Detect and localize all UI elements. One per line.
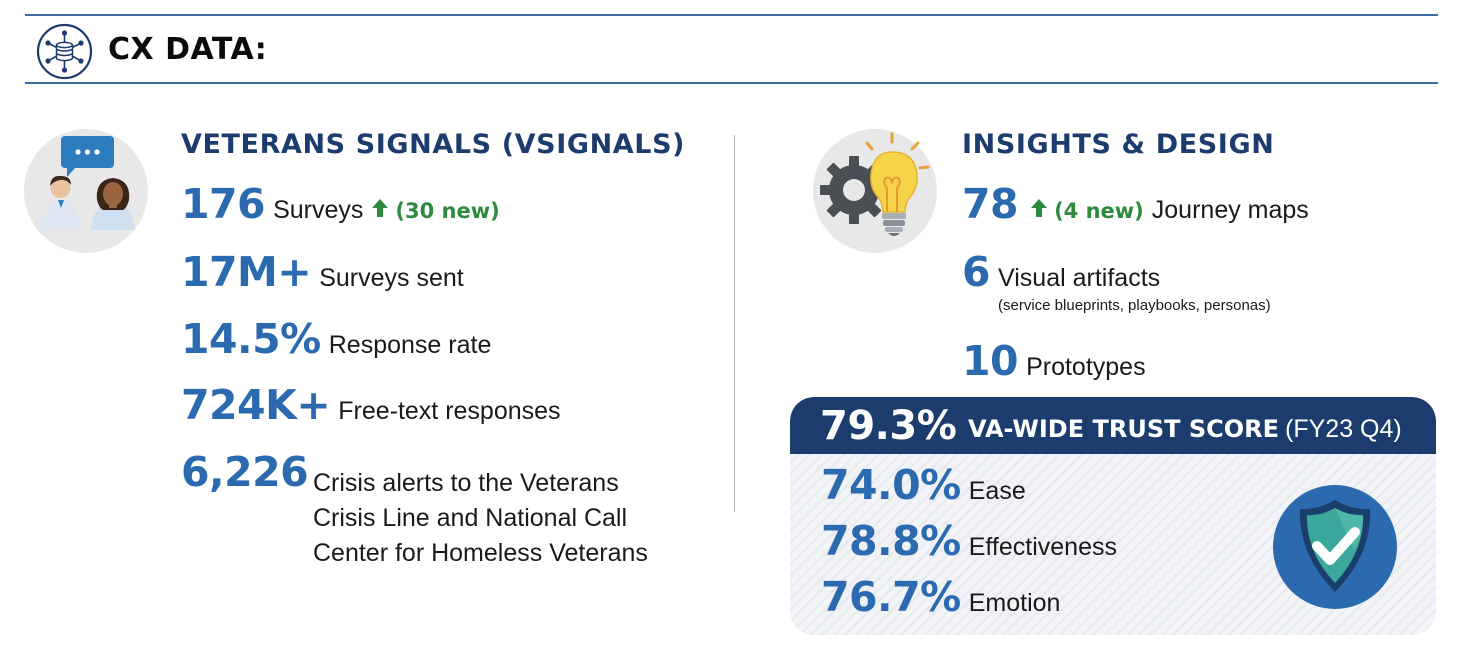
arrow-up-icon	[372, 199, 389, 217]
shield-check-icon	[1272, 484, 1398, 610]
stat-label: Journey maps	[1151, 196, 1309, 224]
header-rule-bottom	[25, 82, 1438, 84]
stat-number: 6,226	[181, 448, 309, 496]
metric-label: Effectiveness	[968, 533, 1117, 561]
stat-number: 14.5%	[181, 315, 321, 363]
stat-surveys-sent: 17M+ Surveys sent	[181, 248, 464, 296]
people-chat-icon	[23, 128, 149, 254]
stat-number: 6	[962, 248, 991, 296]
stat-label: Surveys	[273, 196, 364, 224]
metric-label: Emotion	[968, 589, 1061, 617]
stat-label: Free-text responses	[338, 397, 561, 425]
stat-change: (4 new)	[1054, 199, 1144, 223]
metric-value: 78.8%	[821, 517, 961, 565]
stat-crisis-alerts: 6,226	[181, 448, 309, 496]
trust-score-value: 79.3%	[820, 403, 957, 449]
stat-label: Surveys sent	[319, 264, 464, 292]
stat-label: Visual artifacts	[998, 264, 1161, 292]
trust-score-period: (FY23 Q4)	[1285, 415, 1402, 443]
stat-number: 724K+	[181, 381, 331, 429]
metric-ease: 74.0% Ease	[821, 461, 1026, 509]
stat-journey-maps: 78 (4 new) Journey maps	[962, 180, 1309, 228]
stat-label: Response rate	[328, 331, 492, 359]
metric-effectiveness: 78.8% Effectiveness	[821, 517, 1117, 565]
arrow-up-icon	[1031, 199, 1048, 217]
database-network-icon	[36, 23, 93, 80]
trust-score-title: VA-WIDE TRUST SCORE	[968, 415, 1280, 443]
description-line: Crisis alerts to the Veterans	[313, 469, 619, 497]
metric-value: 74.0%	[821, 461, 961, 509]
trust-score-header: 79.3% VA-WIDE TRUST SCORE (FY23 Q4)	[790, 397, 1436, 454]
gear-lightbulb-icon	[812, 128, 938, 254]
crisis-alerts-description: Crisis alerts to the Veterans Crisis Lin…	[313, 466, 648, 571]
stat-number: 17M+	[181, 248, 312, 296]
stat-number: 176	[181, 180, 266, 228]
stat-visual-artifacts: 6 Visual artifacts	[962, 248, 1160, 296]
column-divider	[734, 135, 735, 512]
metric-label: Ease	[968, 477, 1026, 505]
stat-number: 10	[962, 337, 1019, 385]
trust-score-card: 79.3% VA-WIDE TRUST SCORE (FY23 Q4) 74.0%…	[790, 397, 1436, 635]
stat-surveys: 176 Surveys (30 new)	[181, 180, 500, 228]
header-rule-top	[25, 14, 1438, 16]
stat-prototypes: 10 Prototypes	[962, 337, 1146, 385]
stat-change: (30 new)	[395, 199, 500, 223]
metric-value: 76.7%	[821, 573, 961, 621]
visual-artifacts-note: (service blueprints, playbooks, personas…	[998, 297, 1271, 314]
description-line: Center for Homeless Veterans	[313, 539, 648, 567]
stat-label: Prototypes	[1026, 353, 1146, 381]
stat-free-text: 724K+ Free-text responses	[181, 381, 561, 429]
description-line: Crisis Line and National Call	[313, 504, 628, 532]
trust-score-label: VA-WIDE TRUST SCORE (FY23 Q4)	[968, 415, 1402, 444]
insights-title: INSIGHTS & DESIGN	[962, 129, 1275, 160]
page-title: CX DATA:	[108, 32, 268, 67]
vsignals-title: VETERANS SIGNALS (VSIGNALS)	[181, 129, 686, 160]
stat-number: 78	[962, 180, 1019, 228]
metric-emotion: 76.7% Emotion	[821, 573, 1060, 621]
stat-response-rate: 14.5% Response rate	[181, 315, 491, 363]
